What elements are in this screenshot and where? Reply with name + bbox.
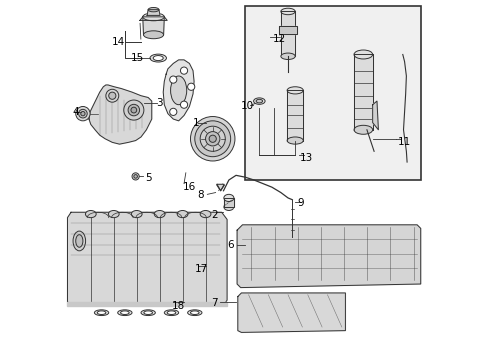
Polygon shape [287,90,303,140]
Circle shape [170,108,177,116]
Ellipse shape [144,311,152,315]
Ellipse shape [164,310,179,316]
Text: 12: 12 [272,35,286,44]
Text: 14: 14 [112,37,125,47]
Ellipse shape [177,211,188,218]
Text: 4: 4 [73,107,79,117]
Ellipse shape [108,211,119,218]
Ellipse shape [256,99,263,103]
Ellipse shape [200,211,211,218]
Circle shape [132,173,139,180]
Ellipse shape [191,311,199,315]
Ellipse shape [73,231,86,251]
Circle shape [76,107,90,121]
Text: 5: 5 [145,173,151,183]
Ellipse shape [144,31,164,39]
Text: 6: 6 [227,240,234,250]
Ellipse shape [281,53,295,59]
Circle shape [191,117,235,161]
Text: 1: 1 [193,118,200,128]
Polygon shape [140,17,167,21]
Polygon shape [373,101,378,130]
Ellipse shape [148,8,159,12]
Text: 2: 2 [211,210,218,220]
Circle shape [109,92,116,99]
Circle shape [200,126,225,151]
Ellipse shape [141,310,155,316]
Ellipse shape [224,194,234,202]
Text: 16: 16 [183,182,196,192]
Polygon shape [143,17,164,35]
Circle shape [195,121,231,157]
Circle shape [81,112,85,116]
Polygon shape [163,60,194,121]
Ellipse shape [85,211,96,218]
Circle shape [209,135,216,142]
Ellipse shape [150,54,167,62]
Circle shape [124,100,144,120]
Text: 13: 13 [300,153,313,163]
Circle shape [128,104,140,116]
Ellipse shape [153,55,163,60]
Circle shape [205,132,220,146]
Ellipse shape [154,211,165,218]
Text: 10: 10 [241,101,254,111]
Circle shape [170,76,177,83]
Ellipse shape [254,98,265,104]
Ellipse shape [354,50,373,59]
Text: 8: 8 [197,190,203,201]
Circle shape [131,107,137,113]
Polygon shape [238,293,345,332]
Ellipse shape [224,203,234,211]
Ellipse shape [188,310,202,316]
Circle shape [106,89,119,102]
Circle shape [188,83,195,90]
Ellipse shape [287,87,303,94]
Text: 18: 18 [172,301,185,311]
Text: 3: 3 [156,98,163,108]
Text: 11: 11 [398,137,411,147]
Circle shape [180,67,188,74]
Polygon shape [237,225,421,288]
Polygon shape [281,12,295,56]
Polygon shape [89,85,152,144]
Polygon shape [279,26,296,34]
Polygon shape [224,198,234,207]
Ellipse shape [167,311,176,315]
Ellipse shape [97,311,106,315]
Circle shape [180,101,188,108]
Bar [245,6,421,180]
Text: 9: 9 [297,198,303,208]
Ellipse shape [76,235,83,247]
Text: 17: 17 [195,264,208,274]
Text: 7: 7 [211,298,218,308]
Ellipse shape [118,310,132,316]
Ellipse shape [131,211,142,218]
Ellipse shape [281,8,295,15]
Ellipse shape [143,13,164,21]
Ellipse shape [287,137,303,144]
Text: 15: 15 [131,53,144,63]
Ellipse shape [354,125,373,134]
Ellipse shape [95,310,109,316]
Polygon shape [68,302,227,306]
Polygon shape [354,54,373,130]
Circle shape [134,175,137,178]
Circle shape [78,109,87,118]
Polygon shape [68,212,227,306]
Polygon shape [147,10,160,15]
Polygon shape [217,184,224,191]
Ellipse shape [121,311,129,315]
Ellipse shape [171,76,187,105]
